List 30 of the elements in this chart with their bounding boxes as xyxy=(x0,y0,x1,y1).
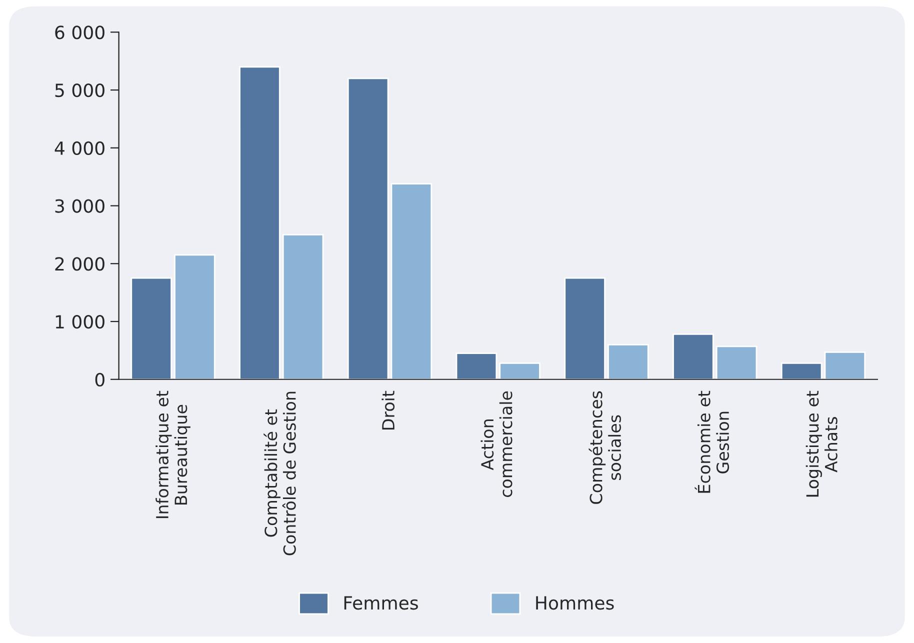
bar xyxy=(608,344,649,380)
bar xyxy=(672,334,714,380)
bar xyxy=(347,78,389,380)
y-tick-label: 6 000 xyxy=(55,26,104,40)
y-tick-label: 0 xyxy=(95,372,104,386)
y-tick-label: 2 000 xyxy=(55,257,104,271)
bar xyxy=(824,351,866,380)
x-tick-label: Informatique et Bureautique xyxy=(156,390,190,518)
legend-label: Femmes xyxy=(344,596,418,610)
x-tick-label: Droit xyxy=(382,390,395,430)
x-tick-label: Comptabilité et Contrôle de Gestion xyxy=(264,392,296,556)
x-tick-label: Économie et Gestion xyxy=(694,390,730,493)
legend-label: Hommes xyxy=(536,596,614,610)
y-tick-label: 4 000 xyxy=(54,141,104,156)
bar xyxy=(564,277,606,380)
bar xyxy=(456,352,498,380)
bar xyxy=(716,346,758,380)
x-tick-label: Action commerciale xyxy=(480,391,512,498)
bar xyxy=(130,277,172,380)
y-tick-label: 3 000 xyxy=(55,199,104,213)
y-tick-label: 1 000 xyxy=(56,314,104,329)
bar xyxy=(499,362,540,380)
y-tick-label: 5 000 xyxy=(55,83,104,98)
bar xyxy=(390,183,432,380)
bar xyxy=(282,234,324,380)
bar xyxy=(239,66,280,380)
x-tick-label: Logistique et Achats xyxy=(806,390,838,497)
bar xyxy=(174,254,216,380)
x-tick-label: Compétences sociales xyxy=(588,391,622,504)
bar xyxy=(780,362,822,380)
